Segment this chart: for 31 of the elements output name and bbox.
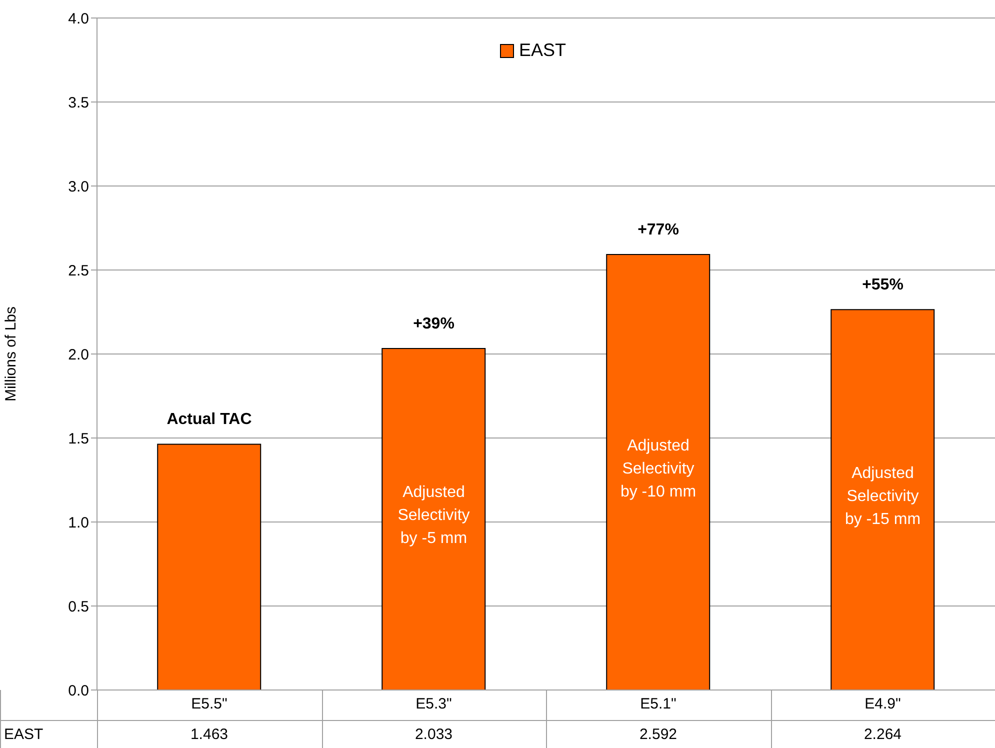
data-label: 2.033 (414, 726, 454, 743)
annotation: +55% (862, 276, 904, 294)
x-tick-label: E5.1" (640, 696, 676, 713)
annotation: Adjusted Selectivity by -10 mm (620, 437, 696, 500)
x-tick-label: E4.9" (864, 696, 901, 713)
y-tick-label: 2.0 (68, 346, 89, 364)
y-tick-label: 0.0 (68, 682, 89, 700)
y-tick-label: 1.0 (68, 514, 89, 532)
bar (606, 254, 710, 690)
annotation: Adjusted Selectivity by -5 mm (398, 484, 470, 548)
legend-label: EAST (518, 40, 566, 61)
y-tick-label: 3.0 (68, 178, 89, 196)
data-label: 2.592 (638, 726, 678, 743)
data-label: 1.463 (189, 726, 230, 743)
annotation: Actual TAC (166, 411, 252, 428)
data-label: 2.264 (862, 726, 903, 743)
y-tick-label: 2.5 (68, 262, 89, 280)
x-tick-label: E5.5" (191, 696, 228, 713)
x-tick-label: E5.3" (416, 696, 452, 713)
y-tick-label: 3.5 (68, 94, 89, 112)
y-axis-title: Millions of Lbs (2, 306, 20, 402)
y-tick-label: 0.5 (68, 598, 89, 616)
annotation: +39% (413, 315, 454, 332)
annotation: Adjusted Selectivity by -15 mm (844, 464, 921, 528)
y-tick-label: 4.0 (68, 10, 89, 28)
annotation: +77% (638, 222, 679, 239)
y-tick-label: 1.5 (68, 430, 89, 448)
bar (157, 444, 262, 690)
text: EAST (4, 726, 44, 743)
bar (830, 309, 935, 690)
bar (382, 348, 486, 690)
